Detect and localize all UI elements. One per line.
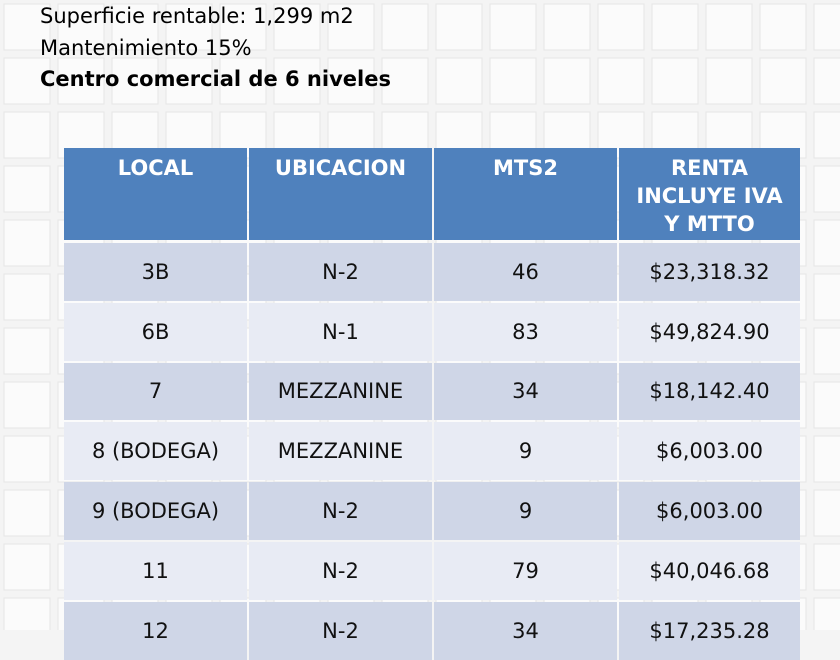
watermark-tile (813, 57, 840, 105)
table-cell: 11 (64, 542, 247, 600)
watermark-tile (543, 57, 591, 105)
column-header: MTS2 (434, 148, 617, 240)
table-cell: N-2 (249, 482, 432, 540)
watermark-tile (651, 3, 699, 51)
watermark-tile (165, 57, 213, 105)
info-title: Centro comercial de 6 niveles (40, 67, 391, 91)
watermark-tile (3, 165, 51, 213)
table-cell: 12 (64, 601, 247, 660)
table-cell: 6B (64, 302, 247, 361)
table-cell: 8 (BODEGA) (64, 422, 247, 481)
watermark-tile (705, 57, 753, 105)
watermark-tile (219, 3, 267, 51)
watermark-tile (3, 111, 51, 159)
watermark-tile (57, 3, 105, 51)
table-cell: $23,318.32 (619, 243, 800, 301)
watermark-tile (489, 57, 537, 105)
watermark-tile (381, 3, 429, 51)
watermark-tile (165, 3, 213, 51)
watermark-tile (597, 3, 645, 51)
table-cell: 79 (434, 542, 617, 600)
watermark-tile (327, 57, 375, 105)
watermark-tile (3, 435, 51, 483)
watermark-tile (3, 381, 51, 429)
table-cell: N-2 (249, 243, 432, 301)
watermark-tile (489, 3, 537, 51)
watermark-tile (813, 219, 840, 267)
table-cell: 34 (434, 601, 617, 660)
table-cell: $49,824.90 (619, 302, 800, 361)
watermark-tile (435, 3, 483, 51)
watermark-tile (3, 327, 51, 375)
table-cell: 9 (434, 422, 617, 481)
watermark-tile (3, 489, 51, 537)
watermark-tile (597, 57, 645, 105)
watermark-tile (327, 3, 375, 51)
info-line: Superficie rentable: 1,299 m2 (40, 4, 354, 28)
watermark-tile (3, 57, 51, 105)
watermark-tile (111, 3, 159, 51)
watermark-tile (3, 543, 51, 591)
table-cell: 46 (434, 243, 617, 301)
watermark-tile (813, 489, 840, 537)
watermark-tile (813, 273, 840, 321)
watermark-tile (813, 435, 840, 483)
info-line: Mantenimiento 15% (40, 36, 252, 60)
table-cell: 3B (64, 243, 247, 301)
watermark-tile (57, 57, 105, 105)
column-header: LOCAL (64, 148, 247, 240)
table-cell: $18,142.40 (619, 362, 800, 421)
watermark-tile (759, 3, 807, 51)
watermark-tile (813, 327, 840, 375)
table-cell: $6,003.00 (619, 422, 800, 481)
watermark-tile (111, 57, 159, 105)
watermark-tile (3, 597, 51, 630)
table-cell: $6,003.00 (619, 482, 800, 540)
table-cell: MEZZANINE (249, 362, 432, 421)
column-header: RENTA INCLUYE IVA Y MTTO (619, 148, 800, 240)
watermark-tile (651, 57, 699, 105)
watermark-tile (3, 3, 51, 51)
table-cell: N-2 (249, 542, 432, 600)
table-cell: N-2 (249, 601, 432, 660)
watermark-tile (273, 3, 321, 51)
watermark-tile (813, 165, 840, 213)
table-cell: 34 (434, 362, 617, 421)
watermark-tile (813, 111, 840, 159)
watermark-tile (813, 381, 840, 429)
column-header: UBICACION (249, 148, 432, 240)
table-cell: N-1 (249, 302, 432, 361)
watermark-tile (813, 543, 840, 591)
watermark-tile (3, 219, 51, 267)
table-cell: MEZZANINE (249, 422, 432, 481)
watermark-tile (705, 3, 753, 51)
table-cell: 9 (BODEGA) (64, 482, 247, 540)
table-cell: 9 (434, 482, 617, 540)
watermark-tile (543, 3, 591, 51)
table-cell: $40,046.68 (619, 542, 800, 600)
table-cell: 83 (434, 302, 617, 361)
watermark-tile (813, 3, 840, 51)
table-cell: 7 (64, 362, 247, 421)
table-cell: $17,235.28 (619, 601, 800, 660)
watermark-tile (3, 273, 51, 321)
watermark-tile (435, 57, 483, 105)
watermark-tile (219, 57, 267, 105)
watermark-tile (381, 57, 429, 105)
watermark-tile (273, 57, 321, 105)
watermark-tile (759, 57, 807, 105)
page: {"header": {"lines": ["Superficie rentab… (3, 3, 840, 660)
watermark-tile (813, 597, 840, 630)
